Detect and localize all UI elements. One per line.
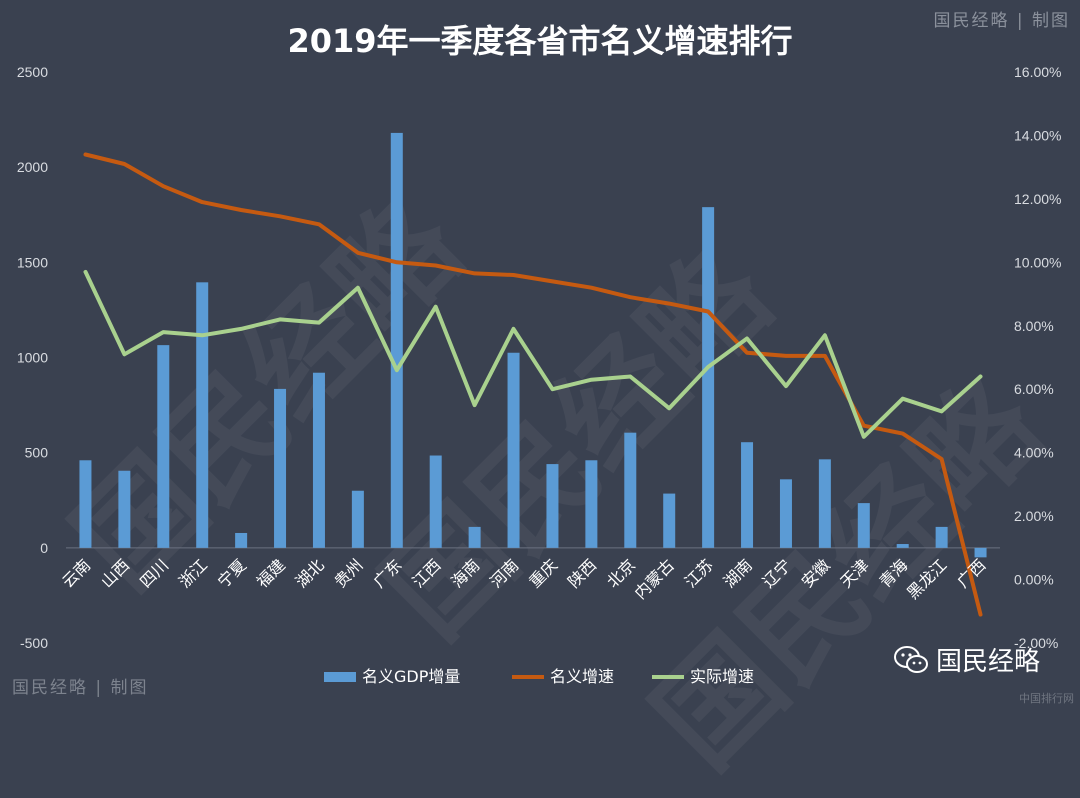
category-label: 辽宁 (759, 555, 795, 591)
bar (585, 460, 598, 548)
category-label: 广西 (953, 555, 989, 591)
category-label: 黑龙江 (903, 555, 950, 602)
legend-label: 名义GDP增量 (362, 667, 460, 686)
y-left-tick-label: 2000 (17, 159, 48, 175)
category-label: 重庆 (525, 555, 561, 591)
series-line (83, 269, 983, 439)
wechat-icon (893, 645, 928, 673)
category-label: 山西 (97, 555, 133, 591)
bar (468, 526, 481, 548)
bar (390, 132, 403, 548)
category-label: 福建 (253, 555, 289, 591)
legend-label: 实际增速 (690, 667, 754, 686)
y-left-tick-label: 2500 (17, 64, 48, 80)
chart: 2019年一季度各省市名义增速排行 -500 0 500 1000 1500 2000 250… (17, 22, 1062, 686)
y-left-tick-label: -500 (20, 635, 48, 651)
bar (157, 345, 170, 548)
y-left-tick-label: 0 (40, 540, 48, 556)
y-left-tick-label: 500 (25, 445, 49, 461)
y-left-tick-label: 1500 (17, 254, 48, 270)
series-line (83, 152, 983, 617)
bar (546, 464, 559, 548)
brand-bottom-left: 国民经略 | 制图 (12, 678, 149, 698)
brand-top-right: 国民经略 | 制图 (933, 11, 1070, 31)
y-right-tick-label: 8.00% (1014, 318, 1054, 334)
bar (118, 470, 131, 548)
y-right-tick-label: 12.00% (1014, 191, 1061, 207)
chart-title: 2019年一季度各省市名义增速排行 (287, 22, 792, 60)
category-label: 浙江 (175, 555, 211, 591)
site-mark: 中国排行网 (1019, 692, 1074, 705)
category-label: 江西 (408, 555, 444, 591)
bar (312, 372, 325, 548)
y-left-tick-label: 1000 (17, 350, 48, 366)
category-label: 广东 (370, 555, 406, 591)
bar (741, 442, 754, 548)
category-label: 湖北 (292, 555, 328, 591)
wechat-badge: 国民经略 (893, 641, 1040, 678)
category-label: 海南 (447, 555, 483, 591)
bar (507, 352, 520, 548)
category-label: 贵州 (331, 555, 367, 591)
y-right-tick-label: 14.00% (1014, 127, 1061, 143)
bar (896, 544, 909, 548)
y-right-tick-label: -2.00% (1014, 635, 1058, 651)
bar (779, 479, 792, 548)
category-label: 内蒙古 (631, 555, 678, 602)
legend-label: 名义增速 (550, 667, 614, 686)
y-right-tick-label: 2.00% (1014, 508, 1054, 524)
category-label: 安徽 (798, 555, 834, 591)
category-label: 江苏 (681, 555, 717, 591)
wechat-name: 国民经略 (935, 647, 1040, 677)
y-right-tick-label: 4.00% (1014, 445, 1054, 461)
bar (235, 532, 248, 548)
category-label: 宁夏 (214, 555, 250, 591)
bar (624, 432, 637, 548)
category-label: 云南 (58, 555, 94, 591)
bar (935, 526, 948, 548)
category-label: 天津 (837, 555, 873, 591)
category-label: 湖南 (720, 555, 756, 591)
bar (351, 490, 364, 548)
bar (818, 459, 831, 548)
bar (974, 547, 987, 558)
bar (196, 282, 209, 548)
y-right-tick-label: 10.00% (1014, 254, 1061, 270)
bar (702, 207, 715, 548)
category-label: 陕西 (564, 555, 600, 591)
category-label: 四川 (136, 555, 172, 591)
y-right-tick-label: 0.00% (1014, 572, 1054, 588)
bar (429, 455, 442, 548)
bar (79, 460, 92, 548)
bar (857, 503, 870, 548)
y-right-tick-label: 6.00% (1014, 381, 1054, 397)
y-right-tick-label: 16.00% (1014, 64, 1061, 80)
bar (663, 493, 676, 548)
legend-swatch (324, 672, 356, 682)
bar (274, 388, 287, 548)
category-label: 河南 (486, 555, 522, 591)
